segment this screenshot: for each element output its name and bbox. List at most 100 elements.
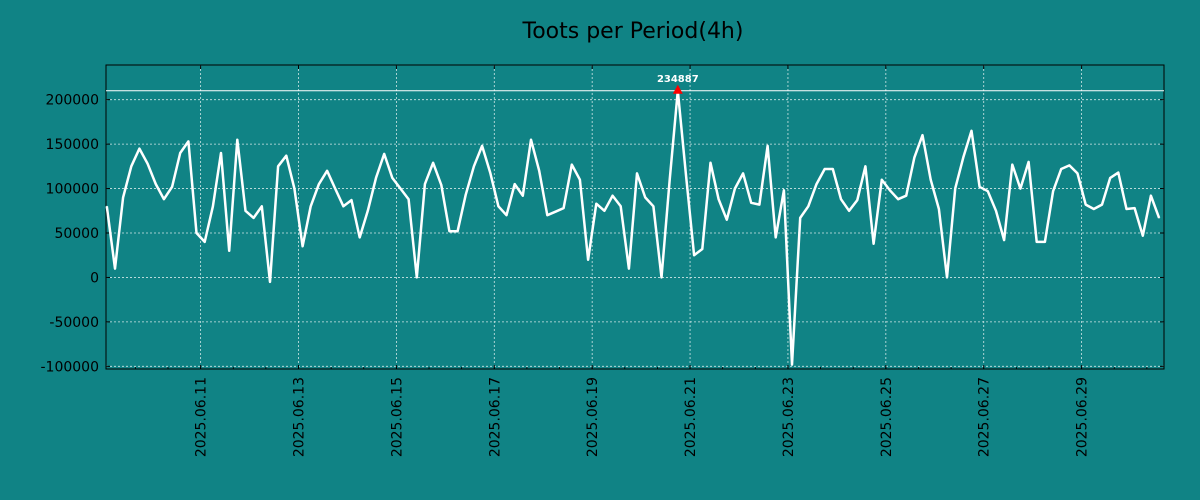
data-point bbox=[399, 187, 402, 190]
data-point bbox=[375, 177, 377, 179]
data-point bbox=[824, 168, 826, 170]
data-point bbox=[179, 152, 181, 154]
data-point bbox=[1019, 187, 1022, 190]
data-point bbox=[114, 267, 116, 270]
data-point bbox=[228, 250, 230, 252]
data-point bbox=[563, 207, 565, 209]
data-point bbox=[1158, 217, 1160, 219]
data-point bbox=[995, 210, 997, 212]
data-point bbox=[359, 236, 361, 239]
data-point bbox=[204, 241, 206, 243]
data-point bbox=[1142, 235, 1144, 237]
data-point bbox=[603, 210, 606, 212]
x-tick-label: 2025.06.23 bbox=[781, 377, 797, 457]
data-point bbox=[660, 276, 663, 279]
data-point bbox=[310, 205, 312, 207]
data-point bbox=[244, 210, 247, 212]
data-point bbox=[693, 254, 695, 256]
data-point bbox=[734, 187, 736, 190]
plot-frame bbox=[105, 64, 1165, 370]
y-tick-label: -100000 bbox=[41, 359, 100, 375]
data-point bbox=[318, 183, 320, 185]
data-point bbox=[1085, 203, 1087, 206]
data-point bbox=[212, 205, 214, 207]
data-point bbox=[881, 179, 883, 181]
y-tick-label: 50000 bbox=[54, 226, 99, 242]
data-point bbox=[1027, 161, 1030, 163]
data-point bbox=[122, 196, 124, 199]
data-point bbox=[595, 203, 597, 205]
data-point bbox=[326, 170, 328, 172]
y-tick-label: 200000 bbox=[46, 93, 99, 109]
data-point bbox=[424, 183, 426, 185]
data-point bbox=[1003, 239, 1005, 241]
data-point bbox=[962, 156, 964, 159]
data-point bbox=[130, 165, 132, 167]
data-point bbox=[163, 198, 165, 200]
data-point bbox=[220, 152, 222, 154]
data-point bbox=[383, 153, 385, 155]
data-point bbox=[709, 162, 712, 164]
data-point bbox=[342, 205, 344, 207]
data-point bbox=[187, 140, 189, 143]
data-point bbox=[465, 194, 467, 196]
data-point bbox=[253, 217, 255, 219]
data-point bbox=[856, 199, 858, 201]
data-point bbox=[489, 171, 491, 174]
data-point bbox=[718, 198, 720, 200]
data-point bbox=[1076, 172, 1079, 175]
peak-label: 234887 bbox=[657, 74, 699, 85]
x-tick-label: 2025.06.17 bbox=[487, 377, 503, 457]
data-point bbox=[432, 162, 434, 164]
data-point bbox=[514, 183, 516, 185]
data-point bbox=[1052, 190, 1054, 192]
data-point bbox=[497, 205, 499, 207]
data-point bbox=[1036, 241, 1038, 243]
data-point bbox=[522, 195, 524, 197]
peak-marker-icon bbox=[672, 84, 683, 94]
x-tick-label: 2025.06.15 bbox=[389, 377, 405, 457]
data-point bbox=[155, 183, 157, 185]
data-point bbox=[579, 179, 581, 181]
y-tick-label: -50000 bbox=[49, 315, 99, 331]
data-point bbox=[1093, 208, 1095, 210]
data-point bbox=[1134, 207, 1136, 209]
data-point bbox=[742, 172, 744, 175]
x-tick-label: 2025.06.27 bbox=[977, 377, 993, 457]
data-point bbox=[538, 170, 540, 172]
data-point bbox=[473, 165, 475, 167]
data-point bbox=[195, 232, 198, 234]
data-point bbox=[620, 205, 622, 207]
data-point bbox=[285, 155, 287, 157]
data-point bbox=[726, 219, 728, 221]
data-point bbox=[391, 177, 393, 179]
data-point bbox=[766, 145, 769, 147]
data-point bbox=[334, 187, 336, 190]
data-point bbox=[236, 139, 238, 141]
data-point bbox=[571, 163, 573, 166]
data-point bbox=[448, 230, 451, 232]
data-point bbox=[301, 245, 304, 247]
data-point bbox=[913, 156, 915, 159]
data-point bbox=[456, 230, 459, 232]
data-point bbox=[905, 195, 907, 197]
data-point bbox=[1125, 208, 1128, 210]
data-point bbox=[1011, 163, 1013, 166]
data-point bbox=[350, 199, 353, 201]
x-tick-label: 2025.06.11 bbox=[194, 377, 210, 457]
data-point bbox=[783, 189, 785, 191]
data-point bbox=[799, 217, 801, 219]
x-tick-label: 2025.06.25 bbox=[879, 377, 895, 457]
series-line bbox=[105, 89, 1161, 366]
data-point bbox=[261, 205, 263, 207]
x-axis: 2025.06.11 2025.06.13 2025.06.15 2025.06.17… bbox=[134, 65, 1148, 457]
data-point bbox=[1117, 171, 1119, 174]
y-tick-label: 100000 bbox=[46, 182, 99, 198]
data-point bbox=[106, 205, 108, 207]
chart-title: Toots per Period(4h) bbox=[522, 19, 744, 44]
data-point bbox=[807, 205, 809, 207]
data-point bbox=[554, 211, 557, 213]
data-point bbox=[889, 189, 891, 191]
x-tick-label: 2025.06.13 bbox=[292, 377, 308, 457]
